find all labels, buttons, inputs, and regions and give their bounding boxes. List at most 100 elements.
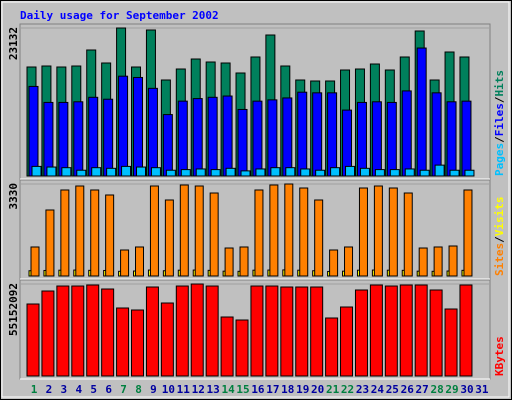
- bar: [121, 165, 132, 177]
- bar: [43, 101, 54, 177]
- legend-entry: Hits: [493, 70, 506, 97]
- legend-separator: /: [493, 236, 506, 243]
- bar: [86, 284, 100, 377]
- bar: [459, 284, 473, 377]
- x-tick-label: 11: [177, 383, 191, 396]
- bar: [250, 285, 264, 377]
- bar: [90, 189, 100, 277]
- bar: [76, 169, 87, 177]
- y-tick-label: 23132: [7, 27, 20, 60]
- bar: [327, 92, 338, 177]
- bar: [449, 169, 460, 177]
- bar: [195, 168, 206, 177]
- bar: [224, 247, 234, 277]
- x-tick-label: 30: [460, 383, 473, 396]
- x-tick-label: 23: [356, 383, 369, 396]
- legend-separator: /: [493, 136, 506, 143]
- bar: [91, 167, 102, 177]
- bar: [344, 246, 354, 277]
- x-tick-label: 15: [236, 383, 249, 396]
- bar: [359, 167, 370, 177]
- bar: [88, 96, 99, 177]
- x-tick-label: 6: [105, 383, 112, 396]
- bar: [116, 307, 130, 377]
- legend-entry: KBytes: [493, 336, 506, 376]
- bar: [464, 169, 475, 177]
- y-tick-label: 55152092: [7, 283, 20, 336]
- bar: [414, 284, 428, 377]
- legend-entry: Pages: [493, 143, 506, 176]
- bar: [106, 167, 117, 177]
- bar: [401, 90, 412, 177]
- y-tick-label: 3330: [7, 183, 20, 210]
- bar: [73, 101, 84, 177]
- x-tick-label: 12: [192, 383, 205, 396]
- bar: [384, 285, 398, 377]
- legend: KBytes: [493, 336, 506, 376]
- legend-entry: Sites: [493, 243, 506, 276]
- bar: [30, 246, 40, 277]
- x-tick-label: 7: [120, 383, 127, 396]
- x-tick-label: 19: [296, 383, 309, 396]
- x-tick-label: 26: [401, 383, 415, 396]
- bar: [120, 249, 130, 277]
- legend-entry: Visits: [493, 197, 506, 237]
- bar: [175, 285, 189, 377]
- bar: [180, 169, 191, 177]
- bar: [105, 194, 115, 277]
- bar: [103, 98, 114, 177]
- bar: [284, 183, 294, 277]
- x-tick-label: 20: [311, 383, 324, 396]
- x-tick-label: 5: [90, 383, 97, 396]
- bar: [75, 185, 85, 277]
- bar: [295, 286, 309, 377]
- bar: [118, 75, 129, 177]
- bar: [340, 306, 354, 377]
- bar: [429, 289, 443, 377]
- bar: [177, 100, 188, 177]
- bar: [131, 309, 145, 377]
- bar: [285, 167, 296, 177]
- bar: [210, 169, 221, 177]
- bar: [386, 101, 397, 177]
- bar: [235, 319, 249, 377]
- bar: [31, 165, 42, 177]
- x-tick-label: 14: [221, 383, 235, 396]
- bar: [209, 192, 219, 277]
- bar: [133, 76, 144, 177]
- bar: [330, 167, 341, 177]
- bar: [282, 97, 293, 177]
- bar: [329, 249, 339, 277]
- bar: [71, 285, 85, 377]
- legend-separator: /: [493, 96, 506, 103]
- bar: [314, 199, 324, 277]
- bar: [145, 286, 159, 377]
- bar: [356, 101, 367, 177]
- bar: [403, 192, 413, 277]
- bar: [160, 302, 174, 377]
- bar: [315, 169, 326, 177]
- bar: [269, 184, 279, 277]
- bar: [41, 290, 55, 377]
- bar: [225, 167, 236, 177]
- bar: [239, 246, 249, 277]
- bar: [56, 285, 70, 377]
- bar: [205, 285, 219, 377]
- x-tick-label: 10: [162, 383, 175, 396]
- bar: [267, 99, 278, 177]
- x-tick-label: 8: [135, 383, 142, 396]
- bar: [373, 185, 383, 277]
- bar: [58, 101, 69, 177]
- bar: [345, 165, 356, 177]
- bar: [255, 168, 266, 177]
- bar: [26, 303, 40, 377]
- x-tick-label: 22: [341, 383, 354, 396]
- bar: [354, 289, 368, 377]
- x-tick-label: 25: [386, 383, 399, 396]
- bar: [136, 166, 147, 177]
- bar: [418, 247, 428, 277]
- bar: [325, 317, 339, 377]
- x-tick-label: 2: [46, 383, 53, 396]
